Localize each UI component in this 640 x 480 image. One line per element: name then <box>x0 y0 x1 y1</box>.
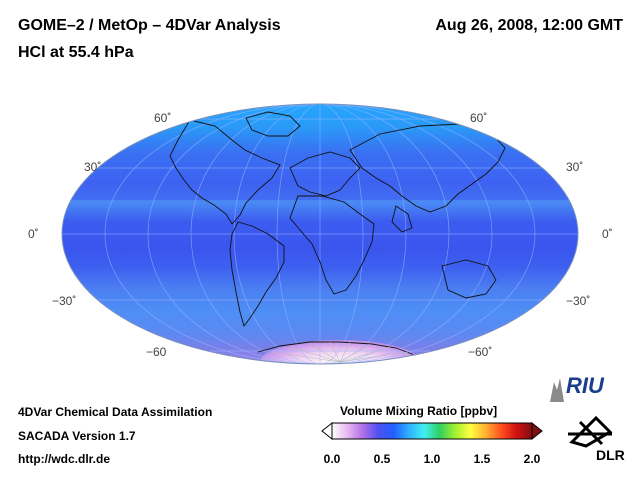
subtitle-left: HCl at 55.4 hPa <box>18 44 134 61</box>
lat-label-left-minus60: −60 <box>146 345 167 359</box>
lat-label-left-minus30: −30˚ <box>52 294 77 308</box>
colorbar-gradient <box>331 422 533 440</box>
colorbar <box>321 421 543 441</box>
colorbar-right-arrow <box>531 421 543 441</box>
lat-label-left-0: 0˚ <box>28 227 39 241</box>
colorbar-tick-0: 0.0 <box>323 452 341 466</box>
riu-logo-mark <box>550 378 564 402</box>
lat-label-right-30: 30˚ <box>566 160 584 174</box>
colorbar-tick-2: 1.0 <box>423 452 441 466</box>
dlr-logo: DLR <box>596 447 625 463</box>
title-left: GOME–2 / MetOp – 4DVar Analysis <box>18 17 281 34</box>
lat-label-right-60: 60˚ <box>470 111 488 125</box>
footer-line1: 4DVar Chemical Data Assimilation <box>18 405 213 419</box>
lat-label-left-60: 60˚ <box>154 111 172 125</box>
lat-label-right-0: 0˚ <box>602 227 613 241</box>
colorbar-title: Volume Mixing Ratio [ppbv] <box>340 404 498 418</box>
colorbar-tick-1: 0.5 <box>373 452 391 466</box>
lat-label-right-minus60: −60˚ <box>468 345 493 359</box>
riu-logo: RIU <box>566 373 604 398</box>
colorbar-tick-4: 2.0 <box>523 452 541 466</box>
dlr-logo-mark <box>568 415 613 448</box>
map-outline <box>61 103 579 365</box>
lat-label-left-30: 30˚ <box>84 160 102 174</box>
footer-line2: SACADA Version 1.7 <box>18 429 136 443</box>
coastlines <box>169 111 506 363</box>
colorbar-left-arrow <box>321 421 333 441</box>
antarctic-meridians <box>271 341 409 363</box>
lat-label-right-minus30: −30˚ <box>566 294 591 308</box>
footer-line3: http://wdc.dlr.de <box>18 452 110 466</box>
date-label: Aug 26, 2008, 12:00 GMT <box>435 17 623 34</box>
colorbar-tick-3: 1.5 <box>473 452 491 466</box>
